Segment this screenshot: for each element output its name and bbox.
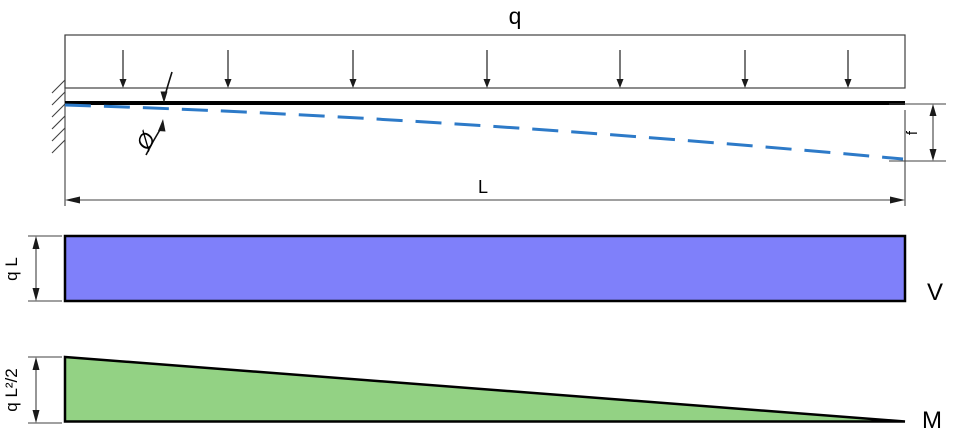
deflection-curve [64, 103, 904, 161]
moment-axis-label: M [922, 407, 942, 434]
shear-area [63, 234, 907, 303]
moment-area [63, 355, 906, 423]
deflection-dimension: f [889, 103, 946, 162]
load-arrow [741, 50, 749, 88]
load-arrow [483, 50, 491, 88]
slope-arrow-down-icon [160, 91, 168, 103]
load-arrow [224, 50, 232, 88]
shear-axis-label: V [927, 279, 943, 306]
shear-value-label: q L [2, 257, 21, 281]
fixed-support [51, 35, 66, 206]
slope-angle: Ø [132, 71, 173, 156]
shear-diagram: q L V [2, 234, 943, 306]
span-label: L [478, 177, 488, 197]
load-arrow [844, 50, 852, 88]
slope-arc-lower [145, 127, 162, 156]
load-arrow [616, 50, 624, 88]
moment-value-dimension: q L²/2 [2, 356, 62, 424]
moment-diagram: q L²/2 M [2, 355, 942, 434]
load-arrow [349, 50, 357, 88]
distributed-load-block: q [64, 3, 906, 89]
load-arrow [119, 50, 127, 88]
load-label: q [509, 3, 522, 29]
shear-value-dimension: q L [2, 235, 62, 302]
span-dimension: L [65, 110, 906, 206]
slope-label: Ø [132, 127, 161, 155]
deflection-label: f [904, 130, 921, 135]
moment-value-label: q L²/2 [2, 368, 21, 411]
